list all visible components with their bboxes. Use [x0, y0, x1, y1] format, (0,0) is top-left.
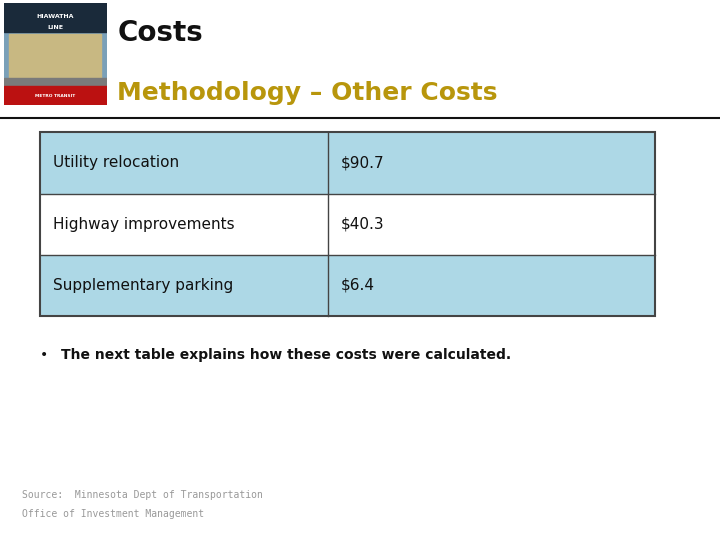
Bar	[40, 132, 328, 193]
Bar	[40, 255, 328, 316]
Text: $90.7: $90.7	[341, 156, 384, 171]
Bar	[328, 193, 655, 255]
Bar	[4, 86, 107, 105]
Text: Highway improvements: Highway improvements	[53, 217, 234, 232]
Text: $6.4: $6.4	[341, 278, 374, 293]
Bar	[328, 255, 655, 316]
Text: METRO TRANSIT: METRO TRANSIT	[35, 93, 75, 98]
Bar	[9, 33, 102, 86]
Text: LINE: LINE	[47, 25, 63, 30]
Bar	[4, 78, 107, 86]
Bar	[4, 3, 107, 32]
Text: $40.3: $40.3	[341, 217, 384, 232]
Bar	[40, 193, 328, 255]
Text: Utility relocation: Utility relocation	[53, 156, 179, 171]
Text: HIAWATHA: HIAWATHA	[36, 14, 74, 19]
Text: •: •	[40, 348, 48, 362]
Bar	[4, 3, 107, 86]
Text: Source:  Minnesota Dept of Transportation: Source: Minnesota Dept of Transportation	[22, 489, 263, 500]
Text: Costs: Costs	[117, 19, 203, 47]
Text: Office of Investment Management: Office of Investment Management	[22, 509, 204, 519]
Text: The next table explains how these costs were calculated.: The next table explains how these costs …	[61, 348, 511, 362]
Text: Methodology – Other Costs: Methodology – Other Costs	[117, 81, 498, 105]
Bar	[40, 132, 655, 316]
Bar	[328, 132, 655, 193]
Text: Supplementary parking: Supplementary parking	[53, 278, 233, 293]
